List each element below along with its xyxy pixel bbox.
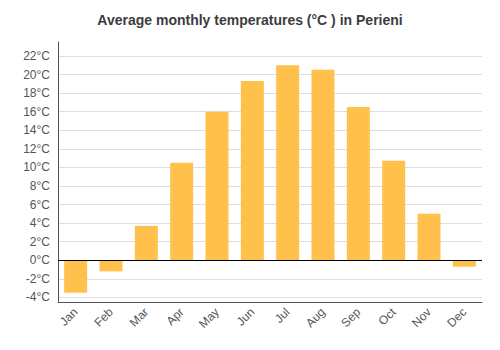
svg-text:0°C: 0°C — [30, 253, 50, 267]
svg-text:18°C: 18°C — [23, 86, 50, 100]
svg-text:Mar: Mar — [127, 305, 152, 329]
svg-text:8°C: 8°C — [30, 179, 50, 193]
svg-text:Dec: Dec — [444, 305, 469, 330]
svg-text:May: May — [196, 305, 222, 331]
svg-text:Feb: Feb — [91, 305, 116, 330]
svg-text:4°C: 4°C — [30, 216, 50, 230]
svg-text:Jun: Jun — [234, 305, 258, 329]
svg-text:2°C: 2°C — [30, 235, 50, 249]
svg-text:Average monthly temperatures (: Average monthly temperatures (°C ) in Pe… — [97, 12, 402, 28]
svg-text:-2°C: -2°C — [26, 272, 50, 286]
svg-text:Nov: Nov — [409, 305, 434, 330]
svg-text:16°C: 16°C — [23, 105, 50, 119]
svg-text:Aug: Aug — [303, 305, 328, 330]
svg-text:12°C: 12°C — [23, 142, 50, 156]
svg-text:Jan: Jan — [57, 305, 81, 329]
svg-text:Apr: Apr — [164, 305, 187, 328]
svg-text:Jul: Jul — [272, 305, 293, 326]
svg-text:6°C: 6°C — [30, 198, 50, 212]
svg-text:-4°C: -4°C — [26, 290, 50, 304]
svg-text:Oct: Oct — [376, 305, 400, 329]
svg-text:Sep: Sep — [338, 305, 363, 330]
svg-text:22°C: 22°C — [23, 49, 50, 63]
svg-text:20°C: 20°C — [23, 68, 50, 82]
svg-text:14°C: 14°C — [23, 123, 50, 137]
svg-text:10°C: 10°C — [23, 160, 50, 174]
